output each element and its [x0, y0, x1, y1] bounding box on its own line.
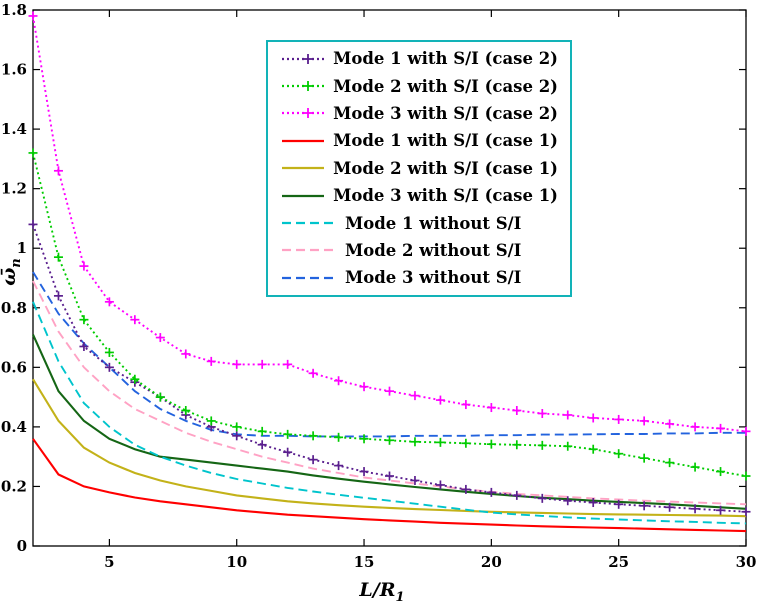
y-tick-label: 0.8	[1, 299, 27, 317]
x-tick-label: 5	[104, 553, 114, 571]
x-tick-label: 15	[354, 553, 375, 571]
legend-line-sample	[282, 53, 325, 64]
series-lines	[28, 11, 751, 533]
legend-label: Mode 1 with S/I (case 1)	[333, 131, 558, 151]
legend-label: Mode 2 without S/I	[345, 240, 522, 260]
y-tick-label: 1.4	[1, 120, 27, 138]
y-tick-label: 0.6	[1, 358, 27, 376]
legend-item-2[interactable]: Mode 2 with S/I (case 2)	[268, 72, 570, 99]
x-tick-label: 30	[736, 553, 757, 571]
x-tick-label: 25	[608, 553, 629, 571]
series-line-7	[32, 301, 747, 525]
axes: 5 10 15 20 25 30 0 0.2 0.4 0.6 0.8 1 1.2 1.4 1.6 1.8	[1, 1, 757, 571]
y-tick-label: 1.6	[1, 61, 27, 79]
series-line-6	[32, 334, 747, 510]
legend-item-7[interactable]: Mode 1 without S/I	[268, 209, 570, 236]
y-axis-label: ω̄n	[0, 258, 24, 286]
legend-item-9[interactable]: Mode 3 without S/I	[268, 264, 570, 291]
legend-item-6[interactable]: Mode 3 with S/I (case 1)	[268, 182, 570, 209]
legend: Mode 1 with S/I (case 2) Mode 2 with S/I …	[266, 40, 572, 297]
legend-line-sample	[282, 167, 325, 170]
y-tick-label: 1.8	[1, 1, 27, 19]
legend-item-5[interactable]: Mode 2 with S/I (case 1)	[268, 155, 570, 182]
legend-item-8[interactable]: Mode 2 without S/I	[268, 237, 570, 264]
legend-label: Mode 3 with S/I (case 1)	[333, 186, 558, 206]
y-tick-label: 0	[17, 537, 27, 555]
series-line-8	[32, 280, 747, 506]
legend-label: Mode 3 without S/I	[345, 268, 522, 288]
y-tick-label: 1.2	[1, 180, 27, 198]
x-tick-label: 20	[481, 553, 502, 571]
y-tick-label: 0.2	[1, 477, 27, 495]
legend-label: Mode 3 with S/I (case 2)	[333, 103, 558, 123]
legend-label: Mode 1 with S/I (case 2)	[333, 49, 558, 69]
series-line-5	[32, 378, 747, 518]
y-tick-label: 0.4	[1, 418, 27, 436]
legend-line-sample	[282, 221, 334, 225]
legend-label: Mode 2 with S/I (case 2)	[333, 76, 558, 96]
legend-line-sample	[282, 194, 325, 197]
legend-line-sample	[282, 108, 325, 119]
legend-item-1[interactable]: Mode 1 with S/I (case 2)	[268, 45, 570, 72]
legend-line-sample	[282, 249, 334, 252]
legend-item-4[interactable]: Mode 1 with S/I (case 1)	[268, 127, 570, 154]
y-tick-label: 1	[17, 239, 27, 257]
series-line-4	[32, 438, 747, 533]
legend-line-sample	[282, 81, 325, 92]
legend-item-3[interactable]: Mode 3 with S/I (case 2)	[268, 100, 570, 127]
legend-label: Mode 2 with S/I (case 1)	[333, 158, 558, 178]
legend-line-sample	[282, 139, 325, 142]
legend-line-sample	[282, 276, 334, 279]
x-axis-label: L/R1	[358, 579, 404, 605]
legend-label: Mode 1 without S/I	[345, 213, 522, 233]
x-tick-label: 10	[226, 553, 247, 571]
